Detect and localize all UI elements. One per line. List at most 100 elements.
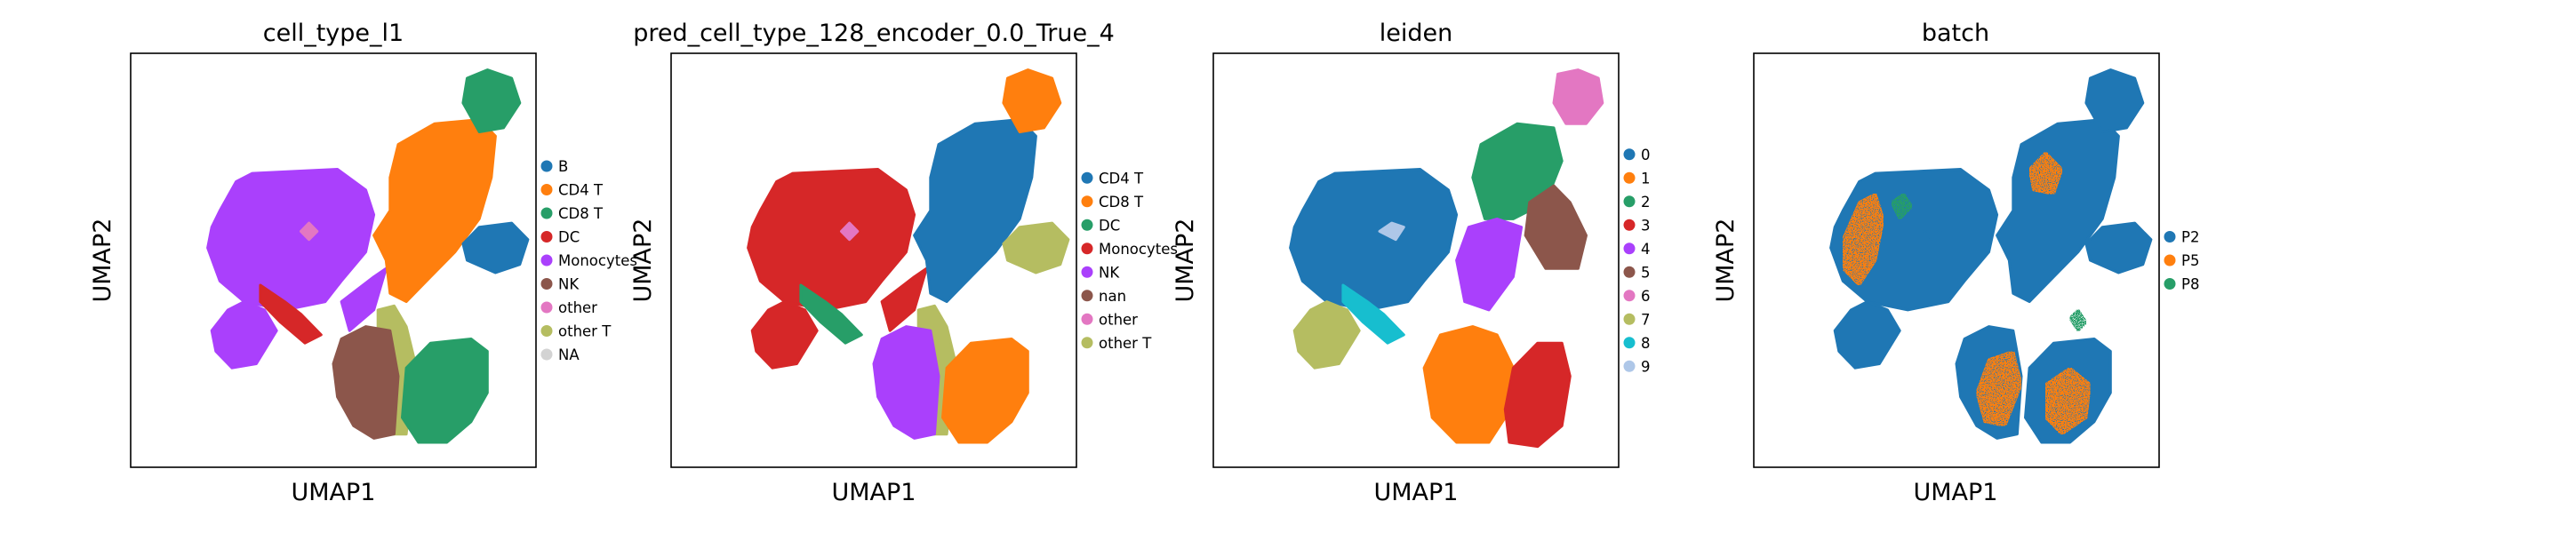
panel-title: pred_cell_type_128_encoder_0.0_True_4 [633,20,1115,47]
legend-label: NK [1099,264,1120,281]
legend-marker [540,207,553,219]
cell-cluster [1455,217,1524,312]
legend-label: CD8 T [558,205,604,222]
legend-label: P8 [2181,276,2199,293]
legend-label: 9 [1641,358,1651,375]
cell-cluster [1841,192,1885,287]
legend-label: other T [1099,335,1152,352]
y-axis-label: UMAP2 [629,219,657,303]
legend: B CD4 T CD8 T DC Monocytes NK other other T NA [540,158,637,363]
scatter-area [747,68,1070,444]
legend-marker [1623,313,1636,325]
legend-marker [1623,243,1636,255]
cell-cluster [799,283,863,345]
cell-cluster [340,266,388,332]
panel-title: batch [1922,20,1989,47]
legend-label: nan [1099,288,1126,305]
legend-label: P5 [2181,252,2199,269]
x-axis-label: UMAP1 [292,479,376,506]
cell-cluster [206,168,376,312]
legend-marker [1623,219,1636,231]
cell-cluster [747,168,916,312]
legend-label: 8 [1641,335,1651,352]
legend-marker [540,301,553,314]
x-axis-label: UMAP1 [1374,479,1459,506]
cell-cluster [1378,221,1405,242]
x-axis-label: UMAP1 [832,479,916,506]
panel-leiden: leiden UMAP1 UMAP2 0 1 2 3 4 5 6 7 8 9 [1172,20,1651,506]
legend-label: NA [558,346,580,363]
legend-marker [1623,195,1636,208]
panel-cell-type-l1: cell_type_l1 UMAP1 UMAP2 B CD4 T CD8 T DC Mo… [89,20,637,506]
cell-cluster [2084,68,2145,133]
legend-marker [1081,195,1093,208]
legend-label: P2 [2181,229,2199,246]
legend-marker [1081,219,1093,231]
cell-cluster [2044,366,2092,436]
cell-cluster [1923,221,1942,242]
legend-marker [540,231,553,243]
legend-label: other T [558,323,612,340]
legend-marker [2164,278,2176,290]
legend-label: Monocytes [558,252,637,269]
cell-cluster [1422,325,1515,444]
legend-label: other [1099,311,1138,328]
legend-marker [2164,254,2176,266]
cell-cluster [840,221,860,242]
legend-marker [1081,337,1093,349]
legend-marker [540,348,553,361]
scatter-area [1829,68,2153,444]
panel-title: leiden [1380,20,1452,47]
cell-cluster [461,68,522,133]
cell-cluster [1996,118,2120,304]
legend-marker [540,278,553,290]
cell-cluster [210,300,278,370]
panel-batch: batch UMAP1 UMAP2 P2 P5 P8 [1712,20,2199,506]
y-axis-label: UMAP2 [1172,219,1199,303]
cell-cluster [300,221,319,242]
legend-label: 6 [1641,288,1651,305]
legend-marker [2164,231,2176,243]
cell-cluster [1890,192,1914,220]
x-axis-label: UMAP1 [1914,479,1998,506]
legend-marker [1081,313,1093,325]
legend-marker [1623,337,1636,349]
legend-label: 7 [1641,311,1651,328]
cell-cluster [1975,350,2023,427]
cell-cluster [880,266,928,332]
scatter-area [206,68,530,444]
legend-label: Monocytes [1099,241,1178,258]
cell-cluster [872,325,940,440]
legend-label: DC [1099,217,1120,234]
legend-label: B [558,158,568,175]
legend: CD4 T CD8 T DC Monocytes NK nan other other T [1081,170,1178,352]
plot-frame [1212,52,1620,468]
plot-frame [670,52,1077,468]
legend-marker [540,160,553,172]
cell-cluster [259,283,323,345]
legend-marker [1081,243,1093,255]
cell-cluster [332,325,400,440]
cell-cluster [401,338,489,444]
legend-marker [1623,266,1636,278]
scatter-area [1289,68,1604,449]
cell-cluster [1002,68,1062,133]
legend-label: NK [558,276,580,293]
cell-cluster [1552,68,1604,125]
legend-label: 3 [1641,217,1651,234]
plot-frame [1753,52,2160,468]
y-axis-label: UMAP2 [1712,219,1740,303]
legend-label: CD4 T [1099,170,1144,187]
legend-marker [1081,290,1093,302]
legend-label: CD8 T [1099,194,1144,211]
cell-cluster [1289,168,1459,312]
legend-label: DC [558,229,580,246]
cell-cluster [461,221,530,274]
legend-marker [540,254,553,266]
legend-marker [1081,266,1093,278]
cell-cluster [1341,283,1405,345]
legend-marker [1081,171,1093,184]
legend: 0 1 2 3 4 5 6 7 8 9 [1623,147,1651,375]
cell-cluster [372,118,497,304]
